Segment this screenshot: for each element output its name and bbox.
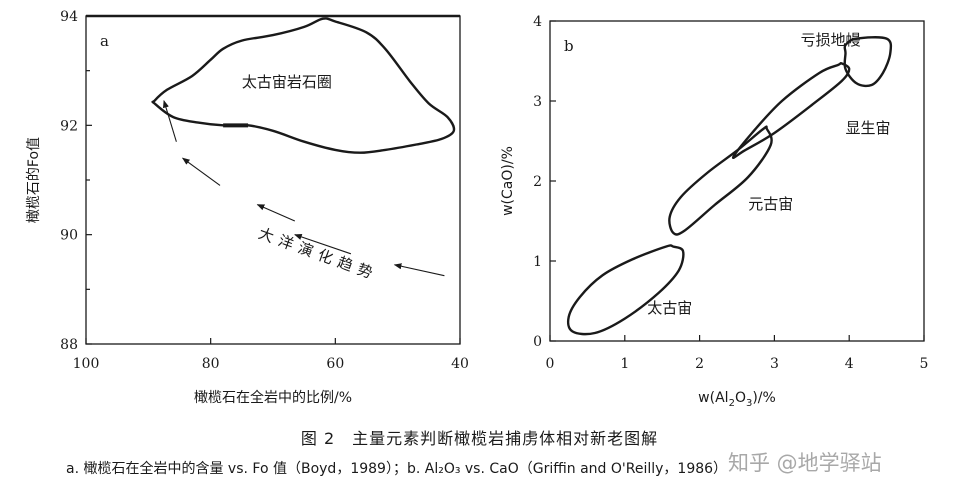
y-tick-label: 1 [533,254,542,270]
plot-frame [549,20,925,342]
x-tick-label: 40 [451,356,469,372]
trend-arrow [181,157,221,186]
x-tick-label: 2 [695,356,704,372]
region-label: 显生宙 [845,119,890,137]
plot-frame [85,15,461,345]
watermark-text: 知乎 @地学驿站 [728,451,882,475]
y-tick-label: 90 [60,228,78,244]
y-tick-label: 3 [533,94,542,110]
subscript-digit: 2 [729,398,735,409]
panel-label: b [564,37,574,55]
region-label: 太古宙岩石圈 [242,73,332,91]
x-tick-label: 1 [620,356,629,372]
trend-arrow [162,99,177,142]
panel-b: b0 1 2 3 4 501234w(Al2O3)/%w(CaO)/%太古宙元古宙显生宙亏… [500,14,928,409]
y-tick-label: 92 [60,118,78,134]
x-tick-label: 4 [845,356,854,372]
trend-arrow [393,263,445,277]
y-tick-label: 2 [533,174,542,190]
x-axis-title: w(Al2O3)/% [698,390,776,409]
x-tick-label: 100 [73,356,100,372]
trend-label: 大洋演化趋势 [256,224,381,284]
region-outline [668,125,773,236]
figure-caption-subtitle: a. 橄榄石在全岩中的含量 vs. Fo 值（Boyd，1989）；b. Al₂… [66,461,728,477]
x-tick-label: 60 [326,356,344,372]
y-tick-label: 88 [60,337,78,353]
trend-arrow [294,233,352,255]
region-outline [731,61,851,159]
y-tick-label: 4 [533,14,542,30]
y-axis-title: w(CaO)/% [500,146,516,216]
x-axis-title: 橄榄石在全岩中的比例/% [194,389,352,406]
y-axis-title: 橄榄石的Fo值 [26,137,42,223]
x-tick-label: 80 [202,356,220,372]
figure-caption-title: 图 2 主量元素判断橄榄岩捕虏体相对新老图解 [300,429,659,448]
region-label: 元古宙 [748,195,793,213]
region-outline [566,244,685,336]
region-label: 亏损地幔 [801,31,861,49]
x-tick-label: 0 [546,356,555,372]
panel-label: a [100,32,109,50]
trend-arrow [256,204,296,222]
y-tick-label: 0 [533,334,542,350]
panel-a: a 100 80 60 40 88 90 92 94 橄榄石在全岩中的比例/% 橄榄石的Fo值 太古宙… [26,9,469,406]
region-label: 太古宙 [647,299,692,317]
axis-title-part: O [735,390,746,406]
y-tick-label: 94 [60,9,78,25]
region-outline [843,36,893,88]
x-tick-label: 5 [920,356,929,372]
x-tick-label: 3 [770,356,779,372]
axis-title-part: )/% [752,390,775,406]
axis-title-part: w(Al [698,390,728,406]
subscript-digit: 3 [746,398,752,409]
